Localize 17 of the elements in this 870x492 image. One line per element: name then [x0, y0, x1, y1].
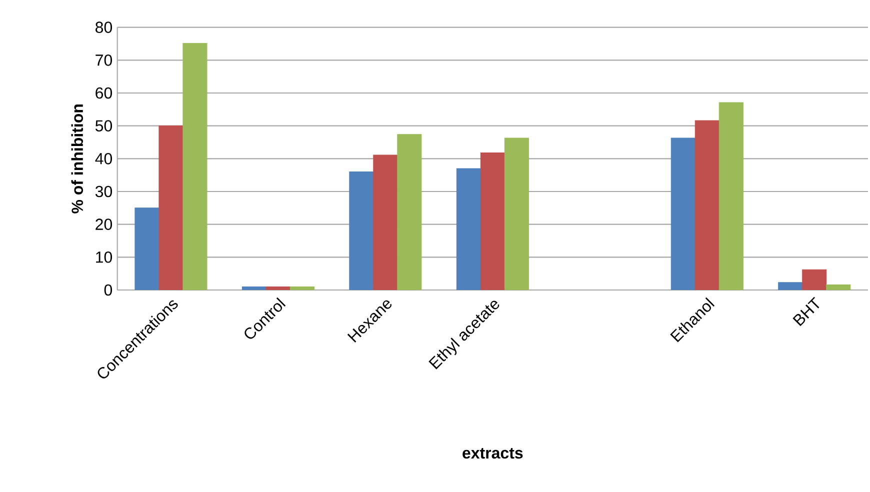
- y-tick-label: 70: [96, 54, 112, 66]
- bar: [504, 138, 529, 290]
- y-tick-label: 50: [95, 120, 112, 132]
- y-tick-label: 60: [96, 87, 112, 99]
- y-axis-title: % of inhibition: [71, 104, 84, 214]
- bar: [826, 284, 851, 290]
- y-tick-label: 80: [96, 22, 112, 33]
- x-axis-title: extracts: [462, 448, 523, 459]
- bar: [182, 42, 208, 290]
- bar: [718, 102, 744, 290]
- bar: [397, 134, 422, 290]
- y-tick-label: 30: [95, 186, 112, 198]
- y-tick-label: 10: [96, 252, 112, 263]
- y-tick-label: 20: [96, 218, 112, 230]
- bar: [290, 286, 314, 290]
- y-tick-label: 0: [104, 284, 112, 296]
- y-tick-label: 40: [95, 153, 112, 164]
